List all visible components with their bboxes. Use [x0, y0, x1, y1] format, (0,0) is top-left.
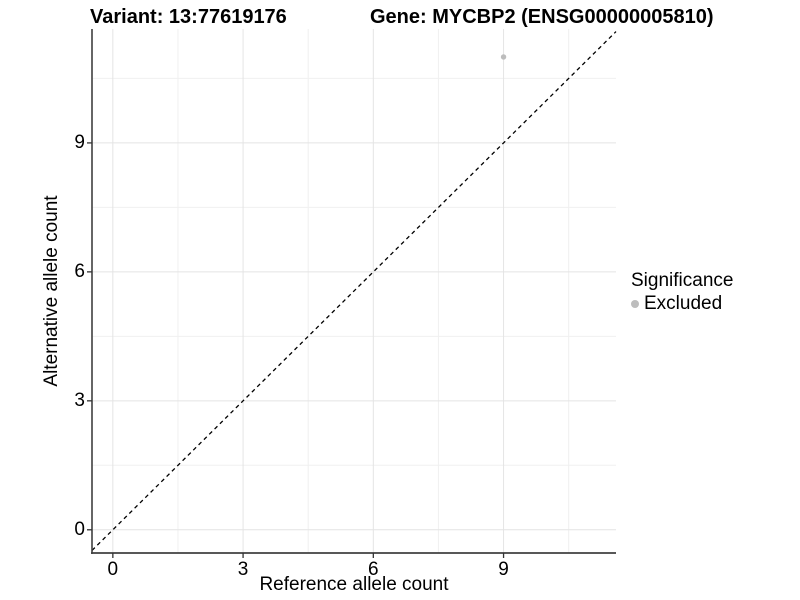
excluded-point-icon	[631, 300, 639, 308]
variant-title: Variant: 13:77619176	[90, 6, 287, 28]
x-tick-label: 0	[107, 559, 119, 580]
y-tick-label: 0	[74, 518, 85, 540]
x-tick-label: 3	[237, 559, 249, 580]
legend: Significance Excluded	[631, 270, 733, 315]
gene-title: Gene: MYCBP2 (ENSG00000005810)	[370, 6, 714, 28]
legend-item-label: Excluded	[644, 293, 723, 314]
x-axis-title: Reference allele count	[259, 574, 449, 595]
data-point	[500, 54, 507, 60]
legend-title: Significance	[631, 270, 734, 291]
x-tick-label: 6	[368, 559, 379, 580]
x-tick-label: 9	[498, 559, 509, 580]
identity-dashed-line	[91, 31, 617, 551]
y-tick-label: 9	[74, 131, 85, 153]
y-tick-label: 3	[74, 389, 85, 411]
y-tick-label: 6	[74, 260, 85, 282]
legend-item-excluded: Excluded	[631, 293, 733, 315]
y-axis-title: Alternative allele count	[41, 195, 62, 387]
